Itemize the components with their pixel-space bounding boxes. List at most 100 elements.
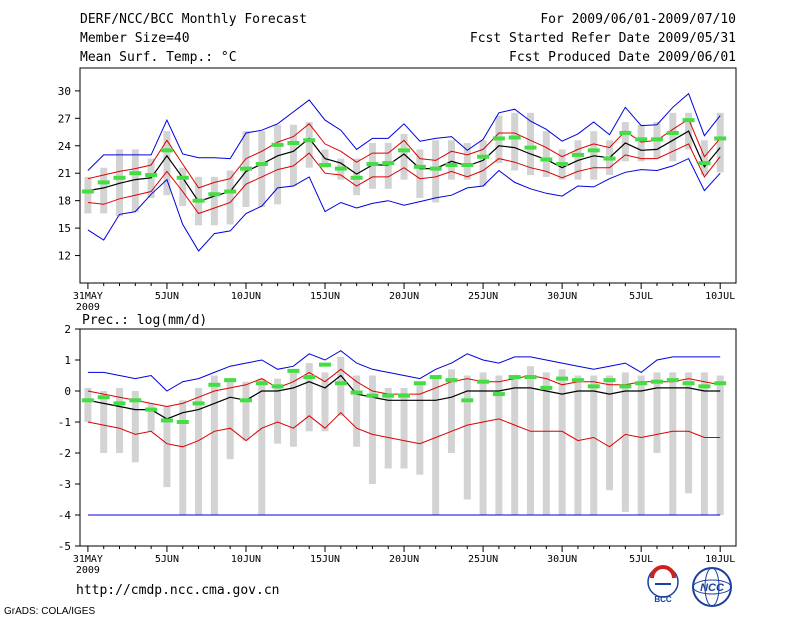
temp-xtick-label: 25JUN: [468, 291, 498, 302]
precip-box-40: [716, 375, 724, 515]
precip-box-0: [84, 387, 92, 422]
temp-median-19: [382, 161, 395, 166]
temp-ytick-label: 15: [58, 222, 71, 235]
precip-median-25: [477, 379, 490, 384]
precip-ytick-label: -2: [58, 447, 71, 460]
precip-median-23: [445, 378, 458, 383]
temp-box-11: [258, 131, 266, 208]
temp-median-28: [524, 145, 537, 150]
temp-box-39: [700, 140, 708, 176]
temp-line-mean-std: [87, 143, 721, 215]
temp-box-29: [542, 131, 550, 177]
temp-median-10: [239, 166, 252, 171]
precip-ytick-label: -5: [58, 540, 71, 553]
temp-ytick-label: 12: [58, 250, 71, 263]
precip-x-axis: 31MAY 5JUN 10JUN 15JUN 20JUN 25JUN 30JUN 5JUL 10…: [73, 546, 735, 576]
temp-box-5: [163, 131, 171, 196]
precip-box-4: [147, 403, 155, 432]
temperature-y-axis: 12 15 18 21 24 27 30: [58, 85, 80, 263]
precip-median-30: [556, 376, 569, 381]
precip-y-axis: -5 -4 -3 -2 -1 0 1 2: [58, 323, 80, 553]
temp-box-27: [511, 112, 519, 171]
temp-median-39: [698, 161, 711, 166]
temp-box-28: [527, 112, 535, 176]
temp-xtick-label: 10JUL: [705, 291, 735, 302]
temp-median-2: [113, 175, 126, 180]
bcc-logo: BCC: [647, 565, 679, 604]
precip-box-16: [337, 356, 345, 416]
precip-box-32: [590, 375, 598, 515]
temp-line-ensemble-max: [87, 157, 721, 252]
ncc-logo: NCC: [692, 567, 732, 607]
precip-xtick-label: 15JUN: [310, 554, 340, 565]
precip-median-13: [287, 368, 300, 373]
precip-box-22: [432, 375, 440, 515]
bcc-logo-arc: [650, 565, 676, 579]
temp-box-25: [479, 140, 487, 187]
precip-xtick-label: 10JUL: [705, 554, 735, 565]
precip-ytick-label: 0: [64, 385, 71, 398]
temp-median-3: [129, 171, 142, 176]
temp-median-23: [445, 162, 458, 167]
precip-median-2: [113, 401, 126, 406]
precip-ytick-label: -4: [58, 509, 72, 522]
precip-xtick-label: 10JUN: [231, 554, 261, 565]
temp-xtick-label: 5JUL: [629, 291, 653, 302]
temp-median-9: [224, 189, 237, 194]
precip-box-25: [479, 372, 487, 515]
precip-box-15: [321, 372, 329, 432]
temp-median-5: [160, 148, 173, 153]
precip-box-17: [353, 375, 361, 447]
source-url: http://cmdp.ncc.cma.gov.cn: [76, 583, 280, 598]
title-line-2: Member Size=40: [80, 31, 190, 46]
temp-median-17: [350, 175, 363, 180]
temp-median-0: [81, 189, 94, 194]
precip-line-mean-std: [87, 411, 721, 448]
precip-median-10: [239, 398, 252, 403]
precip-median-40: [714, 381, 727, 386]
temp-box-3: [131, 149, 139, 212]
precip-median-33: [603, 378, 616, 383]
temperature-frame: [79, 67, 737, 284]
temp-box-37: [669, 112, 677, 162]
precip-box-12: [274, 378, 282, 444]
temp-box-8: [210, 176, 218, 226]
temp-median-12: [271, 142, 284, 147]
temp-median-15: [319, 162, 332, 167]
precip-box-39: [700, 372, 708, 515]
precip-median-12: [271, 384, 284, 389]
precip-median-1: [97, 395, 110, 400]
temp-box-20: [400, 133, 408, 180]
precip-line-ensemble-mean: [87, 374, 721, 420]
precip-median-5: [160, 418, 173, 423]
precip-median-31: [571, 378, 584, 383]
precip-xtick-label: 20JUN: [389, 554, 419, 565]
temp-ytick-label: 21: [58, 167, 71, 180]
precip-box-36: [653, 372, 661, 453]
temp-xtick-label: 31MAY: [73, 291, 103, 302]
precip-median-36: [650, 379, 663, 384]
temp-box-14: [305, 121, 313, 168]
precip-median-3: [129, 398, 142, 403]
temp-median-37: [666, 130, 679, 135]
precip-median-21: [413, 381, 426, 386]
precip-boxes: [84, 356, 724, 515]
temp-box-6: [179, 167, 187, 207]
precip-box-35: [637, 375, 645, 515]
temp-median-8: [208, 192, 221, 197]
temp-xtick-label: 30JUN: [547, 291, 577, 302]
ncc-logo-latitude: [692, 579, 732, 595]
precip-median-24: [461, 398, 474, 403]
temp-median-31: [571, 152, 584, 157]
temp-year-label: 2009: [76, 302, 100, 313]
temp-box-40: [716, 112, 724, 173]
precip-median-9: [224, 378, 237, 383]
temperature-lines: [87, 92, 721, 252]
temp-median-32: [587, 148, 600, 153]
precip-title: Prec.: log(mm/d): [82, 313, 207, 328]
temp-median-26: [492, 136, 505, 141]
precip-box-18: [368, 375, 376, 484]
precip-ytick-label: -1: [58, 416, 71, 429]
temp-median-22: [429, 166, 442, 171]
